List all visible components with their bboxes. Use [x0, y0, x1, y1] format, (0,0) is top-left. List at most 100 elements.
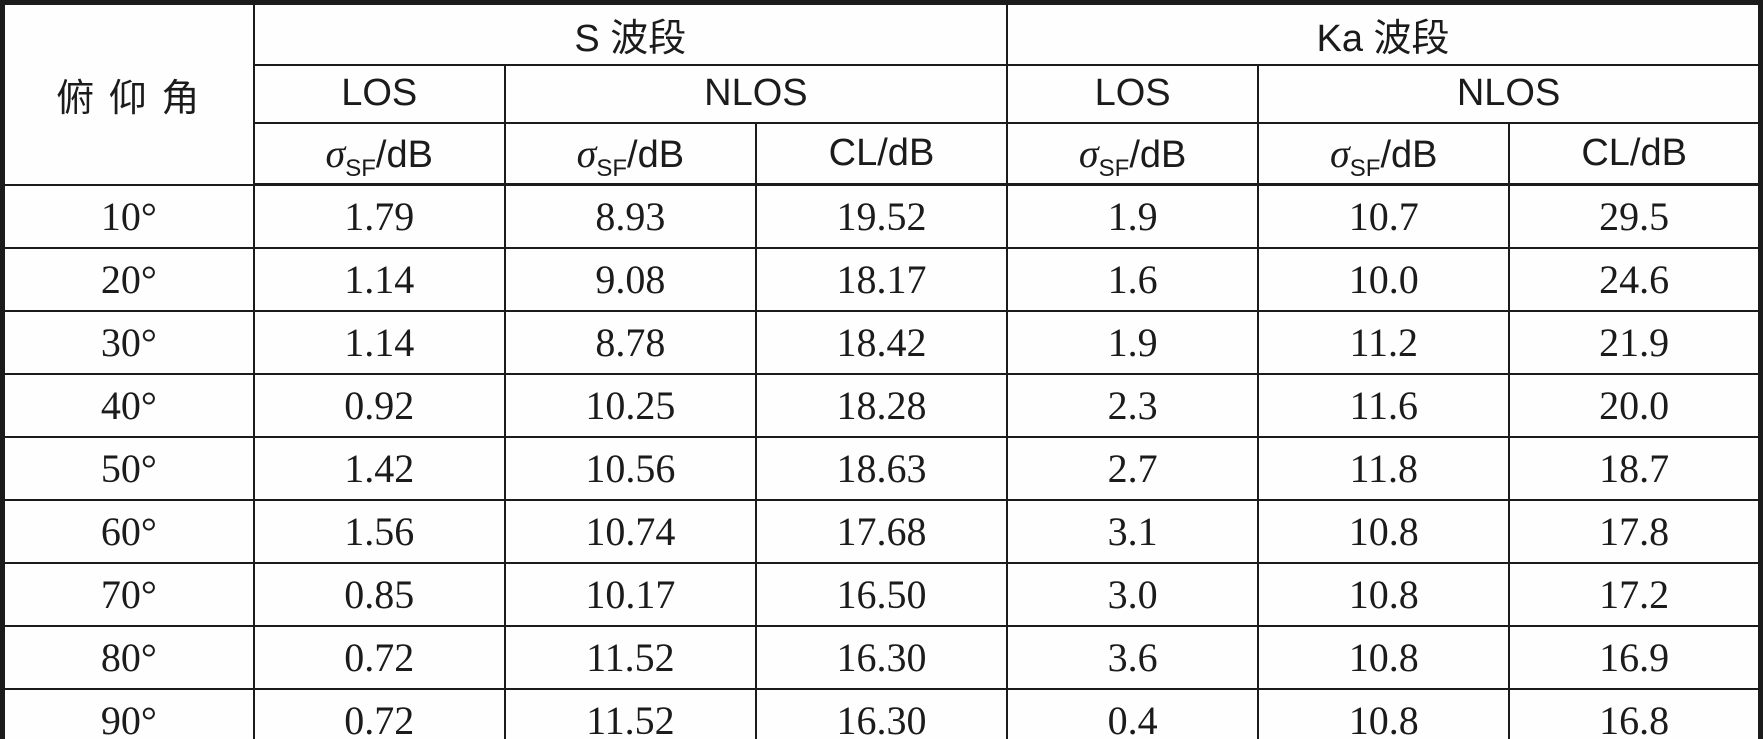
- cell-ka-los-sigma: 1.6: [1006, 247, 1260, 312]
- cell-ka-nlos-sigma: 10.8: [1257, 499, 1511, 564]
- band-header-s: S 波段: [252, 1, 1009, 66]
- cell-ka-nlos-sigma: 10.8: [1257, 688, 1511, 739]
- cell-angle: 90°: [1, 688, 255, 739]
- cell-angle: 70°: [1, 562, 255, 627]
- cell-s-los-sigma: 0.85: [252, 562, 506, 627]
- cell-s-nlos-sigma: 11.52: [503, 688, 757, 739]
- cell-s-los-sigma: 1.14: [252, 310, 506, 375]
- cell-ka-los-sigma: 2.7: [1006, 436, 1260, 501]
- s-los-sigma-header: σSF/dB: [252, 121, 506, 186]
- cell-ka-nlos-cl: 20.0: [1508, 373, 1762, 438]
- table-row: 10° 1.79 8.93 19.52 1.9 10.7 29.5: [1, 183, 1762, 249]
- cell-ka-nlos-cl: 17.8: [1508, 499, 1762, 564]
- cell-s-nlos-cl: 16.30: [754, 625, 1009, 690]
- cell-s-nlos-sigma: 10.56: [503, 436, 757, 501]
- cell-s-nlos-cl: 18.42: [754, 310, 1009, 375]
- cell-ka-nlos-cl: 21.9: [1508, 310, 1762, 375]
- ka-los-sigma-header: σSF/dB: [1006, 121, 1260, 186]
- condition-header-row: LOS NLOS LOS NLOS: [3, 63, 1762, 124]
- cell-angle: 60°: [1, 499, 255, 564]
- sigma-symbol: σ: [1330, 130, 1350, 176]
- cell-s-los-sigma: 1.79: [252, 183, 506, 249]
- cell-s-nlos-cl: 18.17: [754, 247, 1009, 312]
- cell-ka-nlos-sigma: 10.8: [1257, 562, 1511, 627]
- table-row: 40° 0.92 10.25 18.28 2.3 11.6 20.0: [1, 373, 1762, 438]
- cell-angle: 40°: [1, 373, 255, 438]
- cell-ka-nlos-cl: 24.6: [1508, 247, 1762, 312]
- cell-angle: 80°: [1, 625, 255, 690]
- cell-ka-nlos-sigma: 11.2: [1257, 310, 1511, 375]
- cell-ka-los-sigma: 3.0: [1006, 562, 1260, 627]
- cell-ka-los-sigma: 2.3: [1006, 373, 1260, 438]
- cell-s-nlos-cl: 18.28: [754, 373, 1009, 438]
- ka-nlos-sigma-header: σSF/dB: [1257, 121, 1511, 186]
- table-row: 70° 0.85 10.17 16.50 3.0 10.8 17.2: [1, 562, 1762, 627]
- sigma-subscript: SF: [1098, 154, 1130, 182]
- sigma-symbol: σ: [1078, 130, 1099, 176]
- cell-s-nlos-sigma: 8.93: [503, 183, 757, 249]
- table-row: 30° 1.14 8.78 18.42 1.9 11.2 21.9: [1, 310, 1762, 375]
- cell-ka-nlos-sigma: 11.8: [1257, 436, 1511, 501]
- cell-s-nlos-cl: 18.63: [754, 436, 1009, 501]
- corner-header-elevation-angle: 俯 仰 角: [1, 1, 255, 186]
- sigma-symbol: σ: [576, 130, 597, 176]
- cell-angle: 50°: [1, 436, 255, 501]
- cell-s-los-sigma: 1.56: [252, 499, 506, 564]
- table-row: 60° 1.56 10.74 17.68 3.1 10.8 17.8: [1, 499, 1762, 564]
- ka-nlos-header: NLOS: [1257, 63, 1762, 124]
- cell-s-nlos-cl: 16.30: [754, 688, 1009, 739]
- sigma-unit: /dB: [1129, 133, 1187, 176]
- cell-ka-los-sigma: 0.4: [1006, 688, 1260, 739]
- cell-s-nlos-sigma: 11.52: [503, 625, 757, 690]
- cell-s-nlos-sigma: 10.17: [503, 562, 757, 627]
- ka-los-header: LOS: [1006, 63, 1260, 124]
- sigma-symbol: σ: [325, 130, 346, 176]
- s-nlos-header: NLOS: [503, 63, 1009, 124]
- cell-ka-nlos-cl: 17.2: [1508, 562, 1762, 627]
- table-row: 80° 0.72 11.52 16.30 3.6 10.8 16.9: [1, 625, 1762, 690]
- table-body: 10° 1.79 8.93 19.52 1.9 10.7 29.5 20° 1.…: [1, 183, 1762, 739]
- sigma-unit: /dB: [627, 133, 685, 176]
- table-row: 90° 0.72 11.52 16.30 0.4 10.8 16.8: [1, 688, 1762, 739]
- cell-angle: 30°: [1, 310, 255, 375]
- cell-ka-nlos-sigma: 10.7: [1257, 183, 1511, 249]
- cell-s-nlos-cl: 19.52: [754, 183, 1009, 249]
- sigma-subscript: SF: [1349, 154, 1381, 182]
- cell-ka-los-sigma: 1.9: [1006, 310, 1260, 375]
- s-nlos-sigma-header: σSF/dB: [503, 121, 757, 186]
- cell-ka-nlos-cl: 29.5: [1508, 183, 1762, 249]
- cell-angle: 20°: [1, 247, 255, 312]
- sigma-unit: /dB: [375, 133, 433, 176]
- cell-s-los-sigma: 0.72: [252, 625, 506, 690]
- sigma-subscript: SF: [345, 154, 376, 182]
- cell-ka-los-sigma: 1.9: [1006, 183, 1260, 249]
- cell-ka-los-sigma: 3.1: [1006, 499, 1260, 564]
- s-los-header: LOS: [252, 63, 506, 124]
- cell-ka-los-sigma: 3.6: [1006, 625, 1260, 690]
- cell-s-los-sigma: 0.72: [252, 688, 506, 739]
- cell-ka-nlos-sigma: 10.0: [1257, 247, 1511, 312]
- cell-s-los-sigma: 0.92: [252, 373, 506, 438]
- table-row: 50° 1.42 10.56 18.63 2.7 11.8 18.7: [1, 436, 1762, 501]
- sigma-subscript: SF: [596, 154, 628, 182]
- table-header: 俯 仰 角 S 波段 Ka 波段 LOS NLOS LOS NLOS σSF/d…: [1, 1, 1762, 186]
- band-header-ka: Ka 波段: [1006, 1, 1762, 66]
- metric-header-row: σSF/dB σSF/dB CL/dB σSF/dB σSF/dB CL/dB: [3, 121, 1762, 186]
- cell-ka-nlos-cl: 16.8: [1508, 688, 1762, 739]
- cell-ka-nlos-cl: 16.9: [1508, 625, 1762, 690]
- cell-s-nlos-cl: 17.68: [754, 499, 1009, 564]
- cell-s-nlos-cl: 16.50: [754, 562, 1009, 627]
- table-row: 20° 1.14 9.08 18.17 1.6 10.0 24.6: [1, 247, 1762, 312]
- cell-s-nlos-sigma: 8.78: [503, 310, 757, 375]
- sigma-unit: /dB: [1380, 133, 1438, 176]
- s-nlos-cl-header: CL/dB: [754, 121, 1009, 186]
- cell-s-los-sigma: 1.42: [252, 436, 506, 501]
- cell-s-nlos-sigma: 9.08: [503, 247, 757, 312]
- cell-s-nlos-sigma: 10.74: [503, 499, 757, 564]
- cell-s-los-sigma: 1.14: [252, 247, 506, 312]
- band-header-row: 俯 仰 角 S 波段 Ka 波段: [1, 1, 1762, 186]
- cell-ka-nlos-sigma: 11.6: [1257, 373, 1511, 438]
- cell-ka-nlos-cl: 18.7: [1508, 436, 1762, 501]
